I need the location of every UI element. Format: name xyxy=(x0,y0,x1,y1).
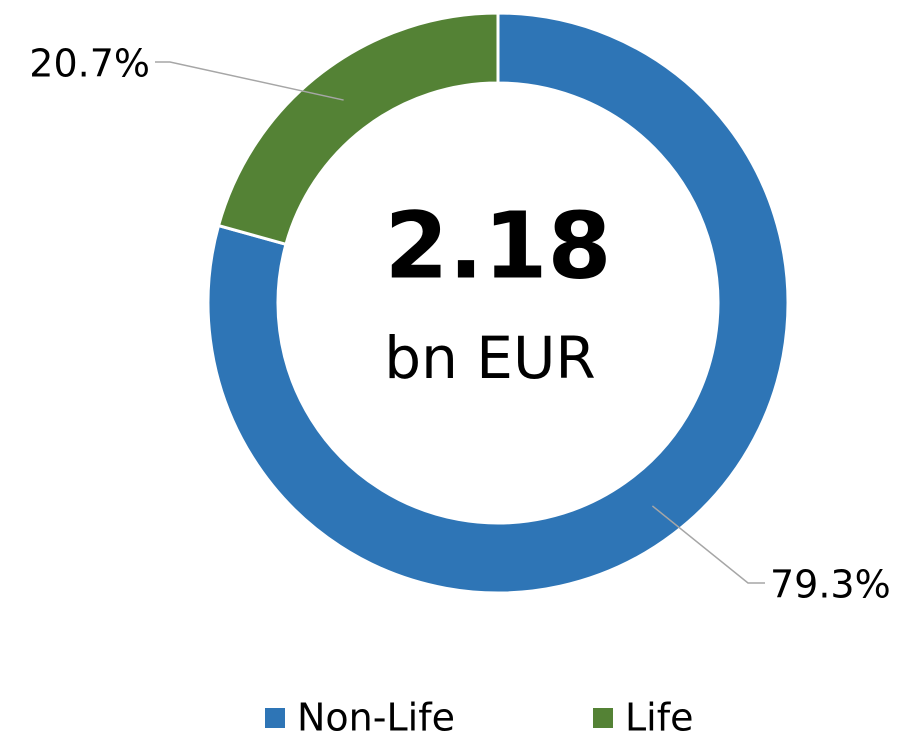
donut-segment xyxy=(216,11,500,247)
center-value: 2.18 xyxy=(385,192,612,299)
leader-line xyxy=(155,61,344,101)
center-unit: bn EUR xyxy=(384,324,595,392)
donut-segment xyxy=(206,11,790,595)
data-label: 20.7% xyxy=(29,42,150,86)
leader-line xyxy=(651,505,765,584)
legend-swatch xyxy=(593,708,613,728)
data-label: 79.3% xyxy=(770,563,891,607)
legend-swatch xyxy=(265,708,285,728)
legend-label: Life xyxy=(625,696,694,737)
legend-label: Non-Life xyxy=(297,696,455,737)
